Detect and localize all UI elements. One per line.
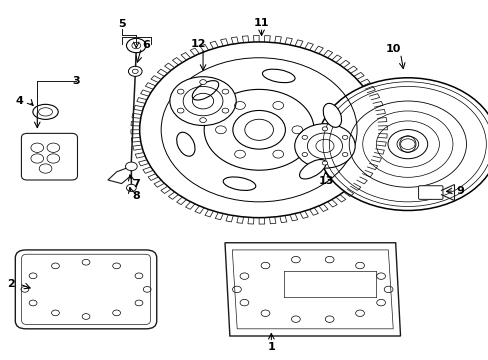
Circle shape: [29, 300, 37, 306]
Circle shape: [126, 39, 146, 53]
FancyBboxPatch shape: [21, 134, 77, 180]
Circle shape: [39, 164, 52, 173]
Circle shape: [325, 316, 333, 322]
Circle shape: [222, 89, 228, 94]
Ellipse shape: [323, 103, 341, 127]
Circle shape: [342, 135, 347, 139]
Circle shape: [31, 154, 43, 163]
Text: 8: 8: [132, 191, 140, 201]
Circle shape: [261, 310, 269, 316]
Circle shape: [199, 118, 206, 122]
Ellipse shape: [299, 159, 325, 179]
Circle shape: [302, 135, 307, 139]
Text: 7: 7: [132, 179, 140, 189]
Circle shape: [82, 259, 90, 265]
Circle shape: [376, 300, 385, 306]
Circle shape: [140, 42, 378, 218]
Circle shape: [51, 310, 59, 316]
Circle shape: [21, 287, 29, 292]
Polygon shape: [224, 243, 400, 336]
Circle shape: [31, 143, 43, 152]
Text: 13: 13: [318, 176, 333, 186]
Text: 12: 12: [190, 39, 205, 49]
Circle shape: [47, 154, 60, 163]
Circle shape: [376, 273, 385, 279]
Circle shape: [126, 184, 136, 192]
Circle shape: [384, 286, 392, 293]
Circle shape: [317, 78, 488, 211]
Circle shape: [128, 66, 142, 76]
Circle shape: [322, 127, 327, 131]
Circle shape: [199, 80, 206, 85]
Circle shape: [232, 286, 241, 293]
Circle shape: [355, 262, 364, 269]
Ellipse shape: [176, 132, 195, 156]
Ellipse shape: [192, 81, 218, 100]
Circle shape: [112, 263, 120, 269]
Circle shape: [291, 256, 300, 263]
Circle shape: [322, 161, 327, 165]
Circle shape: [47, 143, 60, 152]
Circle shape: [135, 300, 142, 306]
FancyBboxPatch shape: [418, 186, 442, 199]
Text: 11: 11: [253, 18, 269, 28]
Text: 3: 3: [72, 76, 80, 86]
Text: 6: 6: [142, 40, 150, 50]
Circle shape: [294, 124, 354, 168]
Circle shape: [177, 89, 183, 94]
Text: 1: 1: [267, 342, 275, 352]
Circle shape: [261, 262, 269, 269]
Circle shape: [29, 273, 37, 279]
Circle shape: [302, 153, 307, 157]
Circle shape: [291, 316, 300, 322]
Circle shape: [169, 77, 236, 126]
Circle shape: [222, 108, 228, 113]
Ellipse shape: [223, 177, 255, 190]
Circle shape: [342, 153, 347, 157]
Text: 4: 4: [15, 96, 23, 106]
Ellipse shape: [262, 69, 294, 83]
Circle shape: [143, 287, 151, 292]
Circle shape: [51, 263, 59, 269]
Circle shape: [177, 108, 183, 113]
Text: 2: 2: [7, 279, 15, 289]
Circle shape: [82, 314, 90, 319]
Circle shape: [355, 310, 364, 316]
Circle shape: [325, 256, 333, 263]
Circle shape: [125, 162, 137, 171]
Circle shape: [135, 273, 142, 279]
Text: 5: 5: [118, 19, 125, 29]
Circle shape: [396, 136, 418, 152]
Text: 9: 9: [455, 186, 463, 196]
Circle shape: [240, 273, 248, 279]
Text: 10: 10: [385, 44, 400, 54]
Circle shape: [112, 310, 120, 316]
FancyBboxPatch shape: [15, 250, 157, 329]
Circle shape: [240, 300, 248, 306]
